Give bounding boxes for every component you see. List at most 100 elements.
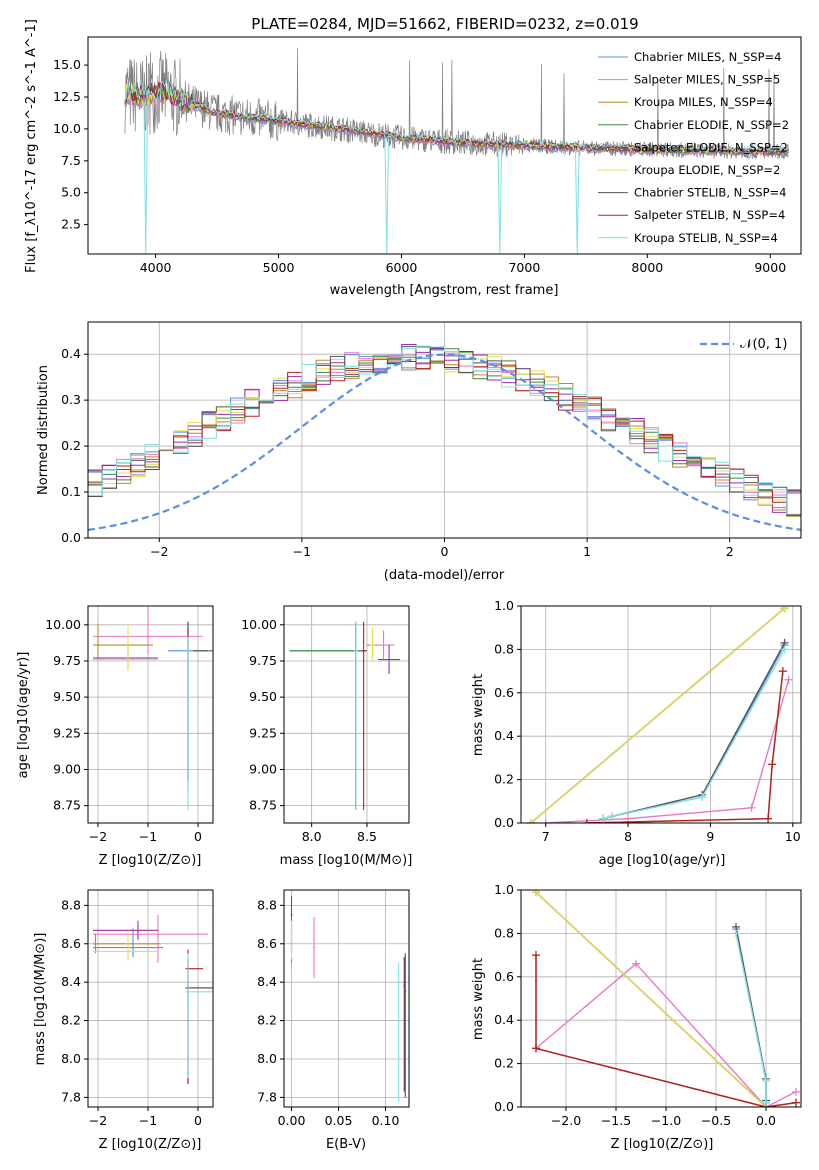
mass-vs-ebv-xtick-label: 0.00 <box>278 1113 306 1128</box>
age-vs-Z-panel: −2 −1 0 8.75 9.00 9.25 9.50 9.75 10.00 <box>45 605 214 844</box>
age-vs-Z-plot-area <box>93 607 213 810</box>
weight-vs-Z-ytick-label: 1.0 <box>494 882 514 897</box>
mass-vs-Z-plot-area <box>93 914 213 1084</box>
weight-vs-age-line <box>603 642 786 820</box>
residual-histogram-series <box>88 352 801 511</box>
residuals-ytick-label: 0.0 <box>61 530 81 545</box>
weight-vs-Z-marker <box>732 929 740 938</box>
weight-z-xlabel: Z [log10(Z/Z⊙)] <box>611 1137 714 1152</box>
weight-vs-Z-xtick-label: −1.5 <box>601 1113 631 1128</box>
age-vs-mass-ytick-label: 8.75 <box>249 798 277 813</box>
residual-histogram-series <box>88 346 801 517</box>
spectrum-legend-label: Kroupa MILES, N_SSP=4 <box>634 95 773 109</box>
spectrum-xtick-label: 8000 <box>631 260 663 275</box>
weight-vs-age-ytick-label: 0.6 <box>494 685 514 700</box>
weight-vs-age-marker <box>778 667 787 676</box>
weight-vs-age-marker <box>780 606 789 613</box>
weight-vs-age-ytick-label: 0.0 <box>494 815 514 830</box>
residuals-ytick-label: 0.2 <box>61 438 81 453</box>
weight-vs-Z-marker <box>532 890 540 897</box>
weight-z-ylabel: mass weight <box>471 958 486 1040</box>
weight-vs-Z-line <box>535 962 797 1107</box>
age-vs-Z-xtick-label: −2 <box>89 829 107 844</box>
mass-vs-ebv-ytick-label: 8.4 <box>257 974 277 989</box>
mass-vs-Z-ytick-label: 8.4 <box>61 974 81 989</box>
weight-vs-Z-ytick-label: 0.6 <box>494 969 514 984</box>
spectrum-xtick-label: 6000 <box>386 260 418 275</box>
weight-vs-age-plot-area <box>526 606 793 823</box>
spectrum-xtick-label: 5000 <box>263 260 295 275</box>
weight-vs-Z-line <box>535 891 767 1107</box>
weight-vs-Z-marker <box>532 951 540 960</box>
mass-vs-ebv-ytick-label: 7.8 <box>257 1089 277 1104</box>
age-vs-Z-xtick-label: 0 <box>194 829 202 844</box>
normal-legend-label: 𝒩(0, 1) <box>740 337 787 352</box>
spectrum-legend-label: Chabrier STELIB, N_SSP=4 <box>634 186 786 200</box>
age-vs-Z-ytick-label: 9.50 <box>53 689 81 704</box>
mass-vs-Z-ytick-label: 8.8 <box>61 897 81 912</box>
weight-vs-Z-line <box>735 933 767 1103</box>
residual-histogram-series <box>88 346 801 517</box>
residuals-xtick-label: −2 <box>150 544 168 559</box>
residual-histogram-series <box>88 344 801 513</box>
mass-z-ylabel: mass [log10(M/M⊙)] <box>33 933 48 1066</box>
age-vs-Z-ytick-label: 8.75 <box>53 798 81 813</box>
spectrum-plot-area <box>124 47 790 254</box>
weight-vs-Z-marker <box>532 1044 540 1053</box>
spectrum-drop-line <box>143 96 149 254</box>
spectrum-drop-line <box>384 135 390 254</box>
spectrum-frame <box>87 36 802 255</box>
mass-ebv-xlabel: E(B-V) <box>326 1137 366 1152</box>
residuals-ytick-label: 0.4 <box>61 346 81 361</box>
weight-vs-Z-ytick-label: 0.8 <box>494 925 514 940</box>
spectrum-title: PLATE=0284, MJD=51662, FIBERID=0232, z=0… <box>251 15 638 33</box>
weight-vs-age-line <box>530 607 785 823</box>
spectrum-legend-label: Salpeter STELIB, N_SSP=4 <box>634 208 785 222</box>
weight-vs-age-ytick-label: 1.0 <box>494 598 514 613</box>
weight-vs-age-marker <box>698 792 707 801</box>
age-vs-mass-plot-area <box>289 621 401 810</box>
weight-vs-age-marker <box>768 760 777 769</box>
age-vs-mass-ytick-label: 10.00 <box>241 617 277 632</box>
weight-vs-age-line <box>603 644 786 820</box>
residual-histogram-series <box>88 345 801 520</box>
age-vs-mass-frame <box>283 605 410 824</box>
age-vs-Z-ytick-label: 10.00 <box>45 617 81 632</box>
spectrum-ytick-label: 12.5 <box>53 89 81 104</box>
weight-vs-age-frame <box>520 605 802 824</box>
weight-vs-age-xtick-label: 9 <box>706 829 714 844</box>
weight-vs-age-marker <box>541 819 550 823</box>
age-z-xlabel: Z [log10(Z/Z⊙)] <box>99 853 202 868</box>
spectrum-ytick-label: 5.0 <box>61 185 81 200</box>
weight-vs-Z-marker <box>762 1098 770 1107</box>
weight-vs-age-marker <box>784 675 793 684</box>
spectrum-model-line <box>124 79 790 153</box>
weight-vs-age-xtick-label: 7 <box>542 829 550 844</box>
weight-vs-age-ytick-label: 0.8 <box>494 641 514 656</box>
weight-vs-Z-marker <box>792 1087 800 1096</box>
residuals-ytick-label: 0.3 <box>61 392 81 407</box>
weight-vs-age-xtick-label: 10 <box>785 829 801 844</box>
mass-vs-Z-ytick-label: 7.8 <box>61 1089 81 1104</box>
age-vs-Z-ytick-label: 9.25 <box>53 725 81 740</box>
spectrum-legend: Chabrier MILES, N_SSP=4 Salpeter MILES, N… <box>598 50 789 245</box>
spectrum-legend-label: Kroupa ELODIE, N_SSP=2 <box>634 163 780 177</box>
spectrum-ytick-label: 2.5 <box>61 217 81 232</box>
spectrum-ytick-label: 15.0 <box>53 57 81 72</box>
residuals-xtick-label: 0 <box>441 544 449 559</box>
weight-vs-age-marker <box>599 814 608 823</box>
spectrum-legend-label: Salpeter ELODIE, N_SSP=2 <box>634 140 788 154</box>
weight-vs-Z-marker <box>632 959 640 968</box>
weight-vs-age-marker <box>747 803 756 812</box>
weight-vs-age-marker <box>780 645 789 654</box>
mass-vs-ebv-plot-area <box>290 895 407 1102</box>
spectrum-ylabel: Flux [f_λ10^-17 erg cm^-2 s^-1 A^-1] <box>24 19 39 273</box>
mass-vs-ebv-xtick-label: 0.10 <box>372 1113 400 1128</box>
spectrum-xlabel: wavelength [Angstrom, rest frame] <box>330 283 559 298</box>
age-vs-Z-xtick-label: −1 <box>139 829 157 844</box>
weight-vs-Z-panel: −2.0 −1.5 −1.0 −0.5 0.0 0.0 0.2 0.4 0.6 0.8 1.0 <box>494 882 802 1128</box>
residuals-plot-area <box>88 344 801 531</box>
mass-z-xlabel: Z [log10(Z/Z⊙)] <box>99 1137 202 1152</box>
spectrum-drop-line <box>497 144 503 254</box>
residual-histogram-series <box>88 356 801 518</box>
